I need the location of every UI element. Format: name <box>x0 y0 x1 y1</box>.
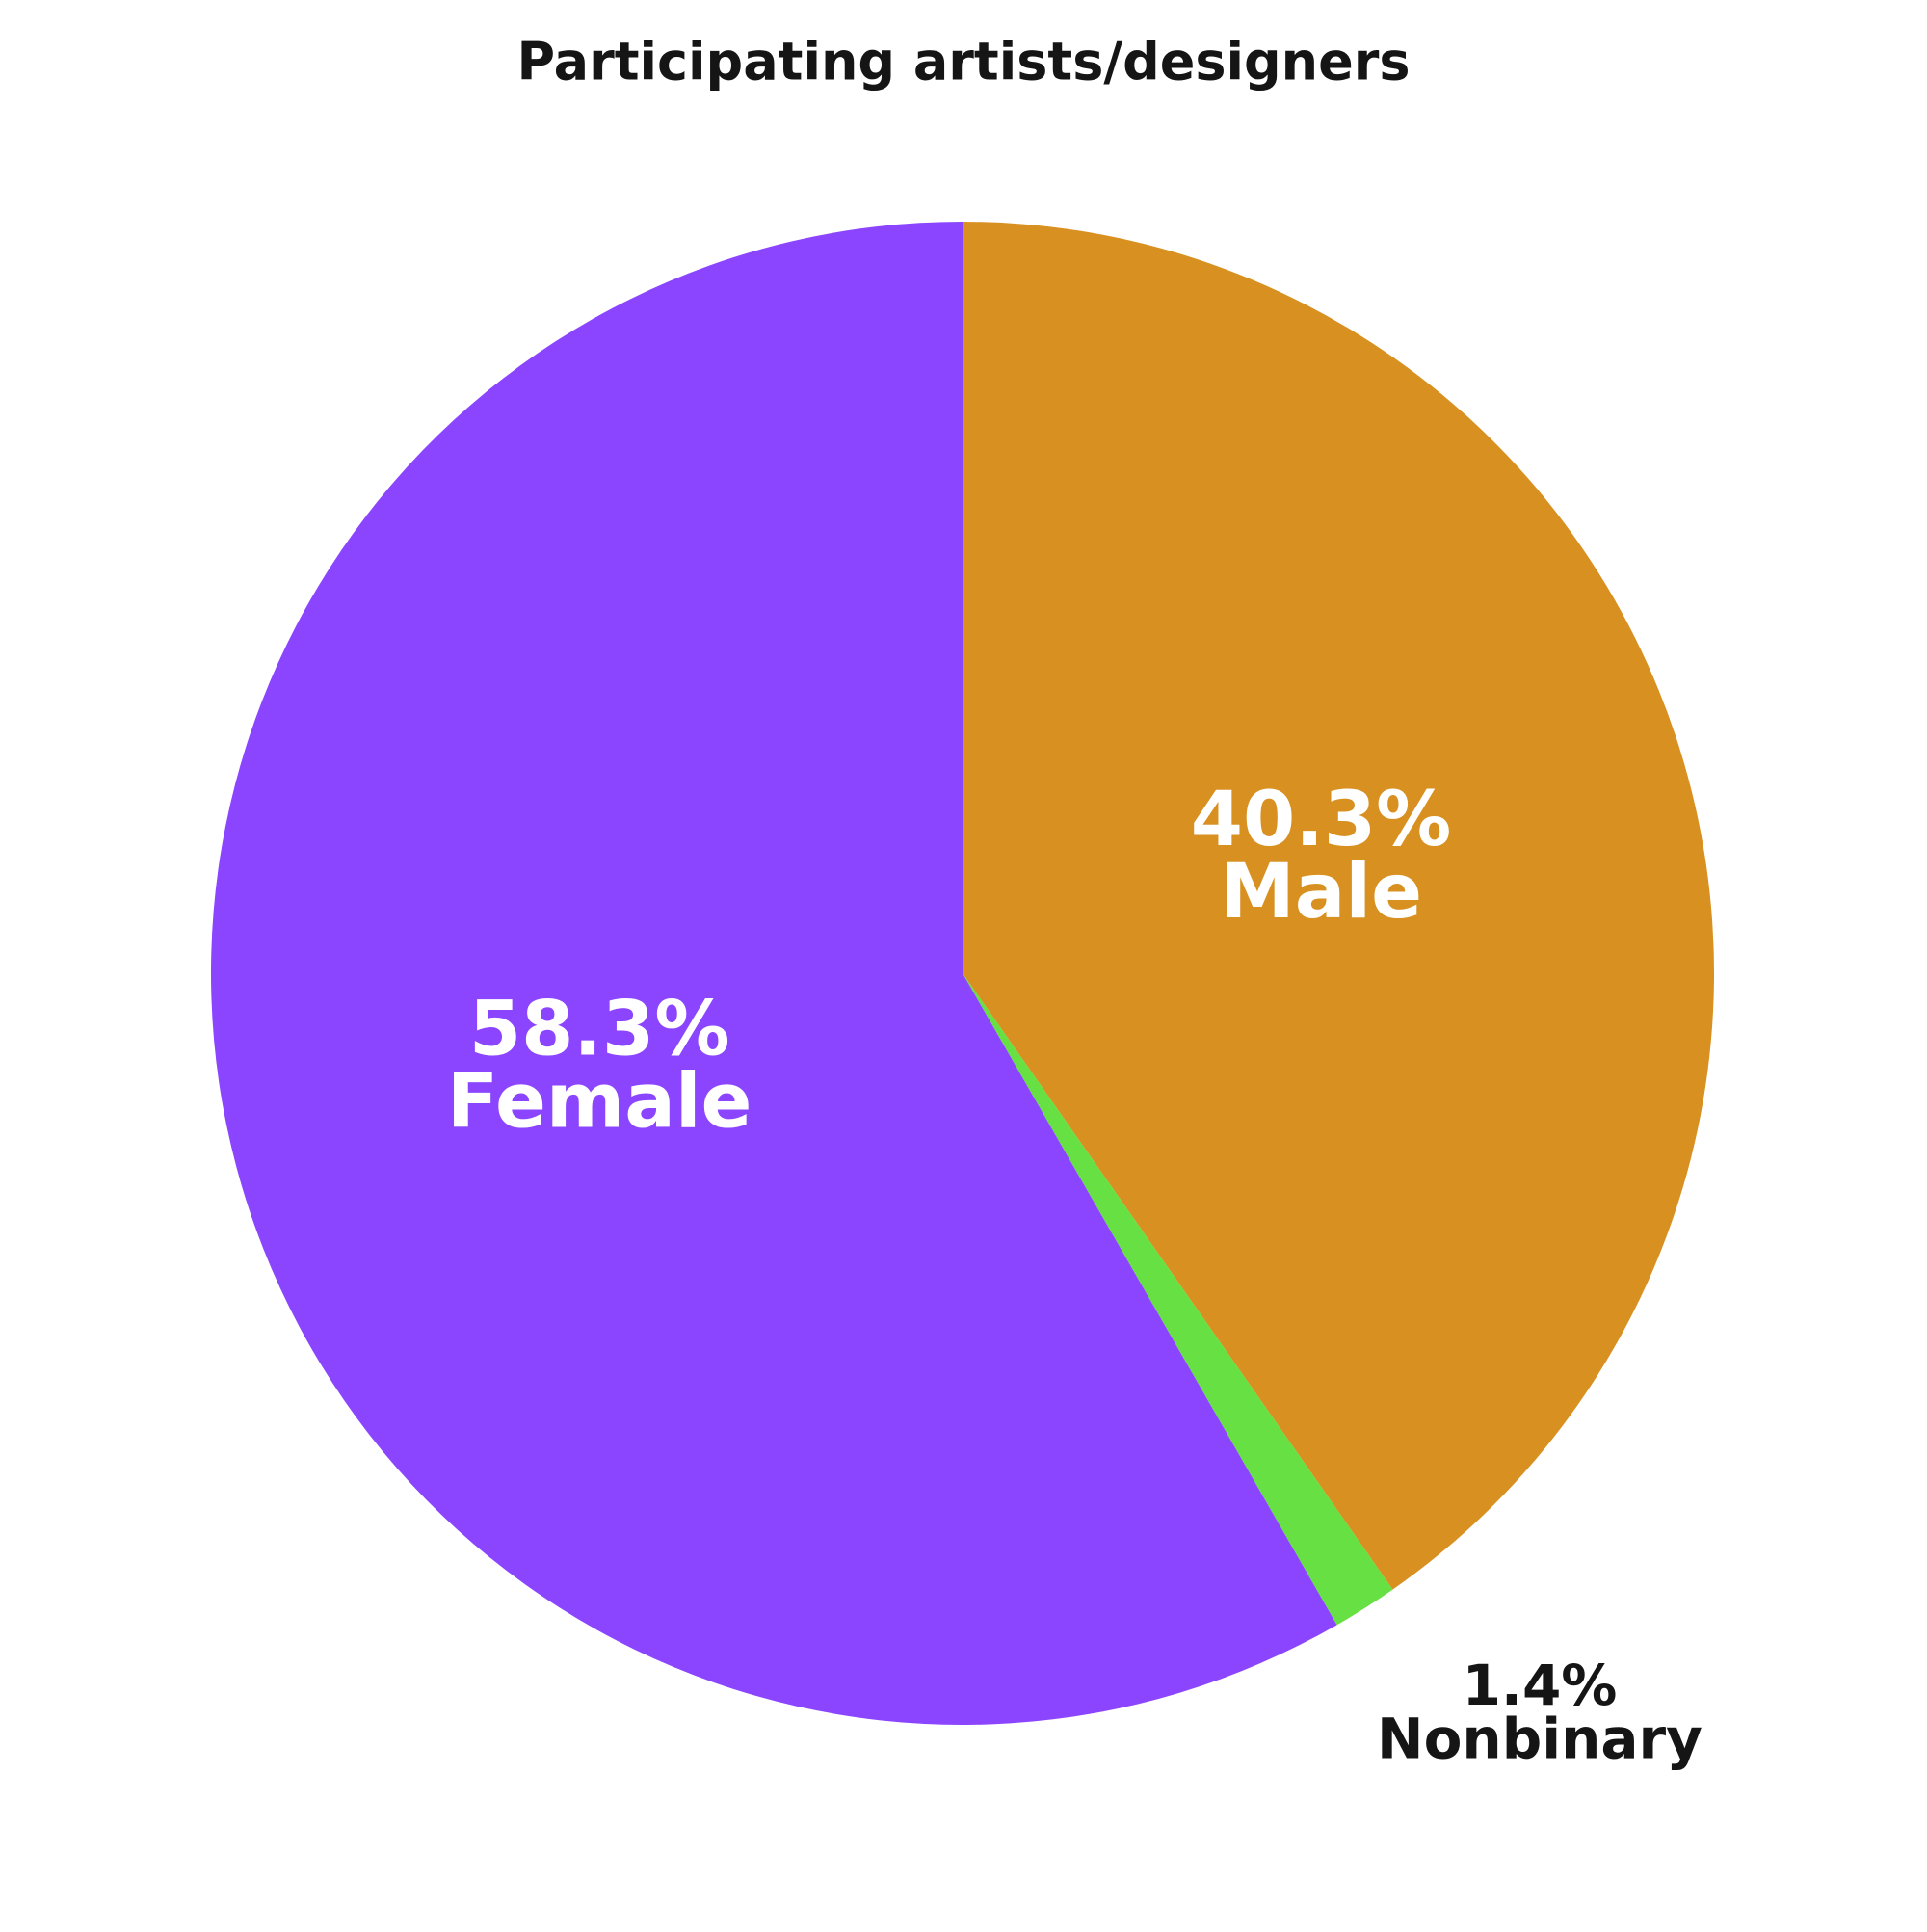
slice-value-label: 1.4% <box>1463 1653 1618 1718</box>
slice-value-label: 40.3% <box>1191 777 1452 863</box>
slice-category-label: Male <box>1220 849 1422 936</box>
slice-value-label: 58.3% <box>469 987 730 1073</box>
chart-title: Participating artists/designers <box>517 32 1411 93</box>
pie-slice <box>211 222 1337 1725</box>
pie-slice <box>963 973 1393 1626</box>
slice-category-label: Female <box>447 1058 752 1145</box>
pie-slice <box>963 222 1715 1590</box>
slice-category-label: Nonbinary <box>1377 1706 1703 1771</box>
